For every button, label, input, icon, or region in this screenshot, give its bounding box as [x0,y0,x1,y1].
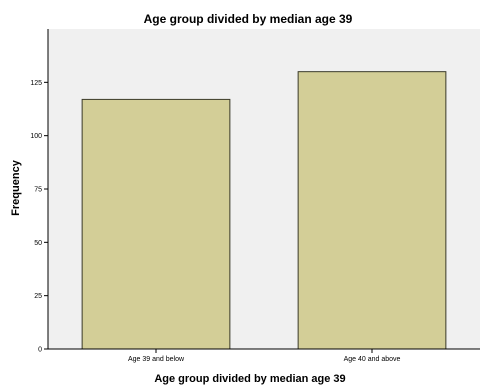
y-tick-label-1: 25 [34,293,42,300]
y-axis-ticks: 0 25 50 75 100 125 [30,80,48,354]
y-axis-label: Frequency [10,159,22,216]
y-tick-label-5: 125 [30,80,42,87]
y-tick-label-3: 75 [34,187,42,194]
bars [81,71,447,350]
bar-0 [81,98,231,350]
y-tick-label-4: 100 [30,133,42,140]
y-tick-label-2: 50 [34,240,42,247]
y-tick-label-0: 0 [38,347,42,354]
x-axis-label: Age group divided by median age 39 [154,373,345,385]
x-axis-ticks: Age 39 and below Age 40 and above [128,349,401,363]
bar-1 [297,71,447,350]
chart-title: Age group divided by median age 39 [144,12,353,26]
x-tick-label-0: Age 39 and below [128,356,185,363]
x-tick-label-1: Age 40 and above [344,356,401,363]
